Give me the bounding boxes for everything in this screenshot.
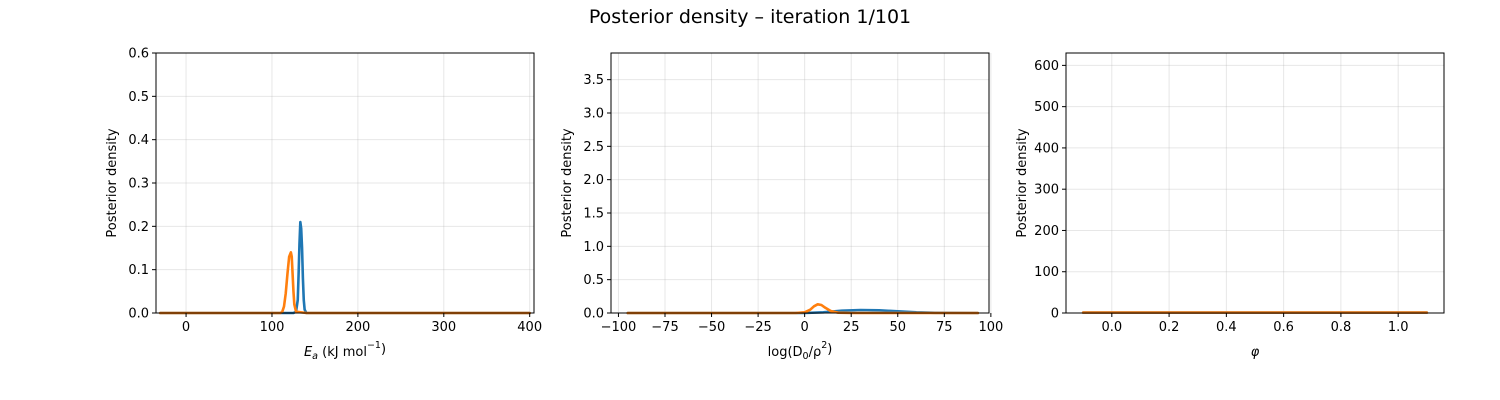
x-tick-label: 0 bbox=[182, 320, 190, 335]
y-tick-label: 2.0 bbox=[583, 173, 604, 188]
y-tick-label: 0.5 bbox=[583, 273, 604, 288]
subplots-container: 0 100 200 300 4000.00.10.20.30.40.50.6Poster… bbox=[105, 47, 1445, 363]
x-tick-label: −100 bbox=[601, 320, 637, 335]
x-tick-label: 0.2 bbox=[1159, 320, 1180, 335]
x-tick-label: 100 bbox=[978, 320, 1003, 335]
y-tick-label: 200 bbox=[1034, 224, 1059, 239]
subplot-log-diffusivity: −100 −75 −50 −25 0 25 50 75 100 0.0 0.5 1.0 1.5 2.0 2.… bbox=[560, 52, 1003, 362]
x-tick-label: −75 bbox=[651, 320, 678, 335]
axes-frame bbox=[610, 52, 990, 314]
y-axis-label: Posterior density bbox=[560, 128, 575, 238]
x-axis-label-part: ) bbox=[381, 342, 386, 357]
x-tick-label: 50 bbox=[889, 320, 906, 335]
y-tick-label: 300 bbox=[1034, 183, 1059, 198]
x-axis-label-part: ) bbox=[827, 342, 832, 357]
y-tick-label: 0.3 bbox=[128, 177, 149, 192]
y-tick-label: 3.0 bbox=[583, 107, 604, 122]
x-tick-label: 0 bbox=[801, 320, 809, 335]
x-tick-label: 25 bbox=[843, 320, 860, 335]
y-tick-label: 100 bbox=[1034, 265, 1059, 280]
x-tick-label: 0.6 bbox=[1273, 320, 1294, 335]
x-axis-label-part: log(D bbox=[768, 345, 803, 360]
y-tick-label: 2.5 bbox=[583, 140, 604, 155]
y-tick-label: 1.0 bbox=[583, 240, 604, 255]
x-axis-label-part: 2 bbox=[821, 340, 827, 351]
subplot-phi: 0.0 0.2 0.4 0.6 0.8 1.0 0 100 200 300 400 500 600 Pos… bbox=[1015, 52, 1445, 360]
x-tick-label: 400 bbox=[517, 320, 542, 335]
y-tick-label: 600 bbox=[1034, 59, 1059, 74]
x-tick-label: 0.8 bbox=[1331, 320, 1352, 335]
y-tick-label: 0.6 bbox=[128, 47, 149, 62]
x-tick-label: 100 bbox=[260, 320, 285, 335]
x-axis-label-part: /ρ bbox=[809, 345, 822, 360]
figure-title: Posterior density – iteration 1/101 bbox=[589, 6, 911, 28]
y-tick-label: 3.5 bbox=[583, 73, 604, 88]
x-axis-label-part: (kJ mol bbox=[318, 345, 367, 360]
x-tick-label: −25 bbox=[744, 320, 771, 335]
x-axis-label: Ea (kJ mol−1) bbox=[304, 340, 386, 362]
y-tick-label: 500 bbox=[1034, 100, 1059, 115]
x-tick-label: 300 bbox=[431, 320, 456, 335]
x-axis-label-part: E bbox=[304, 345, 313, 360]
y-tick-label: 1.5 bbox=[583, 207, 604, 222]
x-axis-label: log(D0/ρ2) bbox=[768, 340, 833, 362]
x-axis-label: φ bbox=[1251, 345, 1260, 360]
axes-frame bbox=[1065, 52, 1445, 314]
y-tick-label: 0.4 bbox=[128, 133, 149, 148]
y-axis-label: Posterior density bbox=[105, 128, 120, 238]
x-axis-label-part: φ bbox=[1251, 345, 1260, 360]
y-tick-label: 0.0 bbox=[583, 307, 604, 322]
x-axis-label-part: 0 bbox=[803, 351, 809, 362]
y-tick-label: 0.2 bbox=[128, 220, 149, 235]
x-axis-label-part: a bbox=[312, 351, 318, 362]
y-tick-label: 0.1 bbox=[128, 263, 149, 278]
y-tick-label: 0.0 bbox=[128, 307, 149, 322]
x-tick-label: 0.0 bbox=[1101, 320, 1122, 335]
y-tick-label: 400 bbox=[1034, 141, 1059, 156]
x-axis-label-part: −1 bbox=[367, 340, 381, 351]
x-tick-label: −50 bbox=[698, 320, 725, 335]
x-tick-label: 75 bbox=[936, 320, 953, 335]
y-tick-label: 0 bbox=[1051, 307, 1059, 322]
x-tick-label: 200 bbox=[345, 320, 370, 335]
y-axis-label: Posterior density bbox=[1015, 128, 1030, 238]
series-line-2 bbox=[159, 251, 532, 315]
x-tick-label: 0.4 bbox=[1216, 320, 1237, 335]
x-tick-label: 1.0 bbox=[1388, 320, 1409, 335]
y-tick-label: 0.5 bbox=[128, 90, 149, 105]
subplot-activation-energy: 0 100 200 300 400 0.0 0.1 0.2 0.3 0.4 0.5 0.6 Poster… bbox=[105, 47, 542, 363]
